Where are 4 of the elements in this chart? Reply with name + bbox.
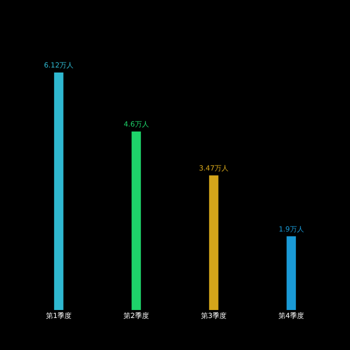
bar	[209, 175, 218, 310]
bar	[54, 72, 64, 310]
bar	[286, 236, 296, 310]
bar	[132, 131, 141, 310]
